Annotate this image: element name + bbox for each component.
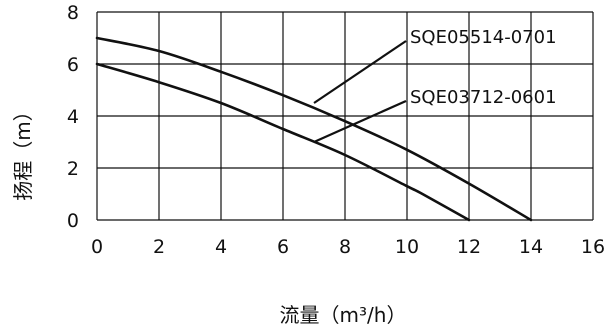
series-curve-0 (95, 36, 533, 222)
series-labels: SQE05514-0701 SQE03712-0601 (313, 27, 557, 144)
x-tick-label-7: 14 (519, 236, 543, 258)
series-curve-1 (95, 62, 471, 222)
series-label-0: SQE05514-0701 (410, 27, 557, 48)
x-tick-label-5: 10 (395, 236, 419, 258)
x-tick-label-1: 2 (153, 236, 165, 258)
x-tick-label-8: 16 (581, 236, 605, 258)
x-tick-label-6: 12 (457, 236, 481, 258)
x-tick-label-0: 0 (91, 236, 103, 258)
y-tick-label-4: 8 (67, 2, 79, 24)
y-axis-label: 扬程（m） (11, 101, 35, 200)
y-tick-label-0: 0 (67, 210, 79, 232)
series-label-1: SQE03712-0601 (410, 87, 557, 108)
x-tick-label-4: 8 (339, 236, 351, 258)
y-tick-label-1: 2 (67, 158, 79, 180)
tick-labels: 0 2 4 6 8 10 12 14 16 0 2 4 6 8 (67, 2, 605, 258)
series-leader-0 (313, 40, 407, 104)
x-axis-label: 流量（m³/h） (280, 303, 407, 327)
series-curves (95, 36, 533, 222)
series-leader-1 (313, 99, 407, 144)
y-tick-label-2: 4 (67, 106, 79, 128)
y-tick-label-3: 6 (67, 54, 79, 76)
x-tick-label-3: 6 (277, 236, 289, 258)
grid (96, 11, 594, 221)
x-tick-label-2: 4 (215, 236, 227, 258)
